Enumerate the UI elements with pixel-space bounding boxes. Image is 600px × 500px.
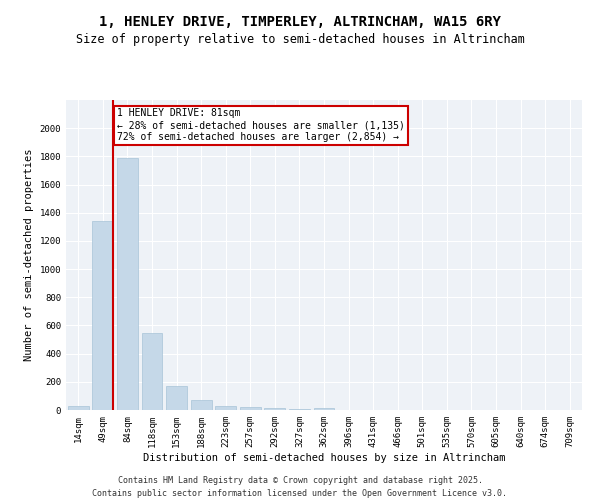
X-axis label: Distribution of semi-detached houses by size in Altrincham: Distribution of semi-detached houses by … [143, 452, 505, 462]
Bar [166, 386, 187, 410]
Bar [142, 333, 163, 410]
Bar [68, 406, 89, 410]
Bar [240, 407, 261, 410]
Text: Size of property relative to semi-detached houses in Altrincham: Size of property relative to semi-detach… [76, 32, 524, 46]
Y-axis label: Number of semi-detached properties: Number of semi-detached properties [24, 149, 34, 361]
Bar [314, 408, 334, 410]
Bar [215, 406, 236, 410]
Bar [265, 408, 286, 410]
Text: 1, HENLEY DRIVE, TIMPERLEY, ALTRINCHAM, WA15 6RY: 1, HENLEY DRIVE, TIMPERLEY, ALTRINCHAM, … [99, 15, 501, 29]
Bar [92, 221, 113, 410]
Bar [191, 400, 212, 410]
Bar [117, 158, 138, 410]
Text: 1 HENLEY DRIVE: 81sqm
← 28% of semi-detached houses are smaller (1,135)
72% of s: 1 HENLEY DRIVE: 81sqm ← 28% of semi-deta… [117, 108, 405, 142]
Text: Contains HM Land Registry data © Crown copyright and database right 2025.
Contai: Contains HM Land Registry data © Crown c… [92, 476, 508, 498]
